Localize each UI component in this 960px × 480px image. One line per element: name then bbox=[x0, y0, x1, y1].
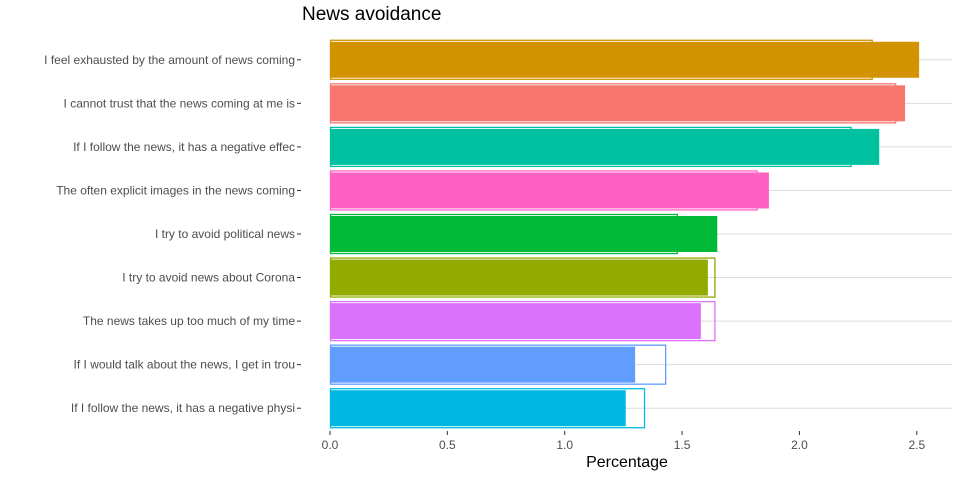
bar bbox=[330, 41, 920, 78]
x-tick-label: 0.0 bbox=[322, 438, 339, 452]
bar-outline bbox=[329, 344, 667, 385]
bar-outline bbox=[329, 39, 873, 80]
x-tick-label: 2.0 bbox=[791, 438, 808, 452]
bar bbox=[330, 216, 718, 252]
bar-outline bbox=[329, 170, 758, 211]
y-tick-label: I try to avoid news about Corona bbox=[122, 271, 295, 285]
bar-outline bbox=[329, 388, 646, 429]
x-axis-label: Percentage bbox=[586, 454, 668, 471]
y-tick-label: If I follow the news, it has a negative … bbox=[73, 140, 295, 154]
bar bbox=[330, 172, 769, 209]
bar bbox=[330, 259, 708, 296]
bar-outline bbox=[329, 300, 716, 342]
y-tick-label: I try to avoid political news bbox=[155, 227, 295, 241]
bar bbox=[330, 128, 880, 165]
y-tick-label: If I would talk about the news, I get in… bbox=[74, 358, 295, 372]
x-tick-label: 0.5 bbox=[439, 438, 456, 452]
bar bbox=[330, 390, 626, 427]
bar-outline bbox=[329, 126, 852, 168]
x-tick-label: 2.5 bbox=[908, 438, 925, 452]
y-tick-label: I cannot trust that the news coming at m… bbox=[64, 96, 295, 110]
y-tick-label: The news takes up too much of my time bbox=[83, 314, 295, 328]
bar bbox=[330, 85, 906, 122]
bar-outline bbox=[329, 213, 679, 255]
chart-title: News avoidance bbox=[302, 4, 442, 25]
x-tick-label: 1.0 bbox=[556, 438, 573, 452]
bar-outline bbox=[329, 83, 897, 124]
bar bbox=[330, 346, 636, 383]
bar bbox=[330, 303, 701, 340]
bar-outline bbox=[329, 257, 716, 298]
y-tick-label: The often explicit images in the news co… bbox=[56, 183, 295, 197]
y-tick-label: If I follow the news, it has a negative … bbox=[71, 401, 295, 415]
y-tick-label: I feel exhausted by the amount of news c… bbox=[44, 53, 295, 67]
x-tick-label: 1.5 bbox=[674, 438, 691, 452]
